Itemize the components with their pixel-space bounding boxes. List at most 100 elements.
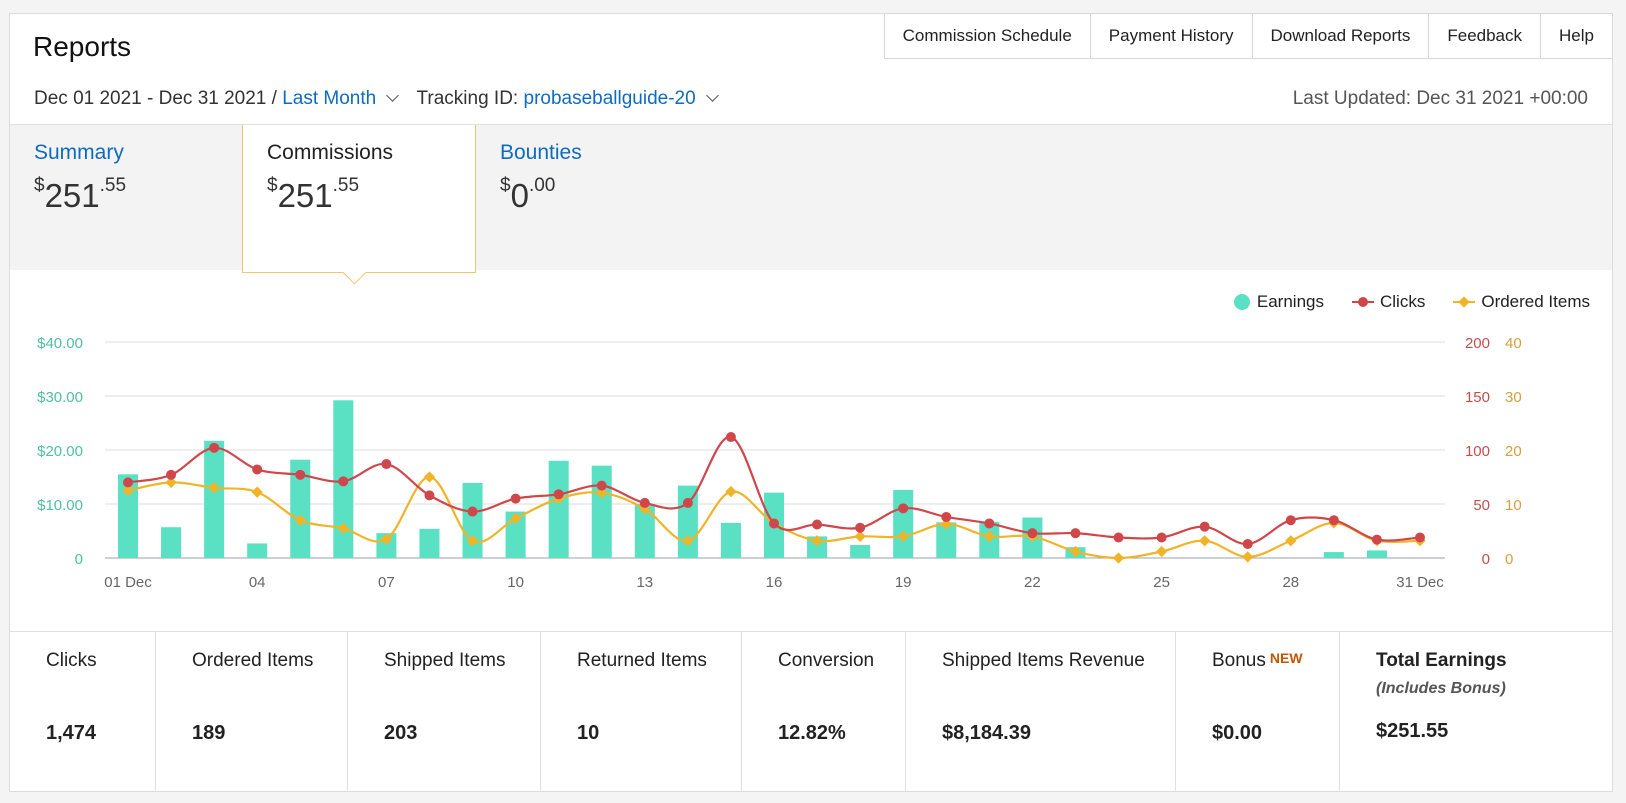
earnings-bar [419,528,440,558]
tab-amount: $0.00 [500,175,556,214]
earnings-bar [118,474,138,558]
earnings-bar [462,482,483,558]
clicks-point [941,511,952,522]
clicks-point [338,476,349,487]
ordered-items-point [165,476,177,489]
ordered-items-point [682,535,694,547]
legend-earnings[interactable]: Earnings [1233,292,1324,312]
x-tick-label: 04 [249,574,266,591]
clicks-point [1027,528,1038,539]
clicks-point [252,464,263,475]
commission-schedule-button[interactable]: Commission Schedule [883,13,1091,59]
legend-ordered-items[interactable]: Ordered Items [1453,292,1590,312]
tab-label: Commissions [267,141,394,164]
last-updated: Last Updated: Dec 31 2021 +00:00 [1292,88,1588,109]
clicks-point [984,518,995,529]
top-nav: Commission Schedule Payment History Down… [883,13,1613,59]
clicks-point [1371,534,1382,545]
earnings-bar [548,460,569,558]
y-tick-label-items: 30 [1505,389,1522,406]
tab-label[interactable]: Summary [34,141,124,164]
y-tick-label-earnings: $30.00 [37,389,83,406]
tab-amount: $251.55 [34,175,127,214]
y-tick-label-items: 10 [1505,497,1522,514]
clicks-point [166,469,177,480]
clicks-point [510,493,521,504]
earnings-bar [161,527,182,558]
x-tick-label: 22 [1024,574,1041,591]
feedback-button[interactable]: Feedback [1429,13,1542,59]
earnings-bar [247,543,268,558]
ordered-items-point [1242,551,1254,563]
ordered-items-point [1199,535,1211,547]
clicks-point [725,432,736,443]
clicks-point [295,469,306,480]
stat-clicks: Clicks 1,474 [10,632,156,792]
clicks-line-icon [1352,297,1374,307]
ordered-items-point [596,487,608,499]
clicks-point [123,477,133,488]
ordered-items-point [208,482,220,494]
tab-summary[interactable]: Summary $251.55 [10,125,242,270]
stats-row: Clicks 1,474 Ordered Items 189 Shipped Ite… [10,631,1612,792]
clicks-point [1328,515,1339,526]
period-dropdown[interactable]: Last Month [282,88,377,109]
tracking-label: Tracking ID: [416,88,519,109]
reports-card: Reports Commission Schedule Payment Hist… [9,13,1613,792]
y-tick-label-items: 40 [1505,335,1522,352]
chevron-down-icon[interactable] [705,89,719,102]
earnings-bar [677,485,698,558]
ordered-items-point [423,471,436,483]
clicks-point [1199,521,1210,532]
x-tick-label: 10 [507,574,524,591]
y-tick-label-earnings: $10.00 [37,497,83,514]
clicks-point [424,490,435,501]
clicks-point [898,503,909,514]
date-range: Dec 01 2021 - Dec 31 2021 / [34,88,277,109]
y-tick-label-items: 0 [1505,551,1513,568]
tab-bounties[interactable]: Bounties $0.00 [476,125,710,270]
ordered-items-point [380,533,393,545]
clicks-point [639,497,650,508]
ordered-items-point [1069,545,1082,558]
earnings-bar [290,459,311,558]
clicks-point [1415,532,1425,543]
tab-label[interactable]: Bounties [500,141,582,164]
ordered-items-point [509,512,522,525]
payment-history-button[interactable]: Payment History [1090,13,1253,59]
earnings-bar [204,440,225,558]
filter-bar: Dec 01 2021 - Dec 31 2021 / Last Month T… [34,88,725,110]
clicks-point [1070,528,1081,539]
ordered-items-point [1112,552,1125,564]
stat-shipped-items: Shipped Items 203 [348,632,541,792]
x-tick-label: 16 [766,574,783,591]
earnings-bar [591,465,612,558]
download-reports-button[interactable]: Download Reports [1252,13,1430,59]
clicks-point [682,497,693,508]
earnings-dot-icon [1233,294,1250,310]
earnings-bar [850,545,871,558]
earnings-bar [1323,552,1344,558]
y-tick-label-earnings: 0 [75,551,83,568]
clicks-point [1113,532,1124,543]
clicks-point [209,442,220,453]
y-tick-label-earnings: $40.00 [37,335,83,352]
chevron-down-icon[interactable] [386,89,400,102]
tab-amount: $251.55 [267,175,360,214]
tab-commissions[interactable]: Commissions $251.55 [242,125,476,285]
clicks-point [467,506,478,517]
ordered-items-point [251,486,263,498]
ordered-items-point [1285,535,1297,547]
ordered-items-point [854,530,866,543]
y-tick-label-clicks: 100 [1465,443,1490,460]
x-tick-label: 25 [1153,574,1170,591]
clicks-point [1285,515,1296,526]
clicks-point [812,519,823,530]
tracking-id-dropdown[interactable]: probaseballguide-20 [523,88,696,109]
y-tick-label-items: 20 [1505,443,1522,460]
help-button[interactable]: Help [1541,13,1613,59]
stat-bonus: Bonus NEW $0.00 [1176,632,1340,792]
legend-clicks[interactable]: Clicks [1352,292,1425,312]
stat-total-earnings: Total Earnings (Includes Bonus) $251.55 [1376,650,1507,742]
clicks-point [1242,538,1253,549]
